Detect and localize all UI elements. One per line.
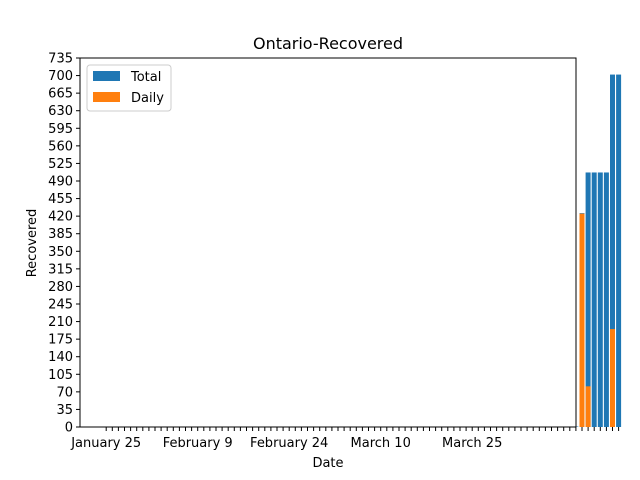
y-tick-label: 420 [48, 210, 73, 225]
legend-label-daily: Daily [131, 91, 164, 106]
daily-bar [585, 386, 591, 427]
x-axis-title: Date [312, 456, 343, 471]
x-tick-label: March 10 [351, 436, 411, 451]
y-tick-label: 560 [48, 139, 73, 154]
y-tick-label: 525 [48, 157, 73, 172]
legend: Total Daily [86, 64, 172, 112]
y-tick-label: 105 [48, 368, 73, 383]
y-tick-label: 385 [48, 227, 73, 242]
legend-label-total: Total [130, 70, 161, 85]
y-tick-label: 35 [56, 403, 73, 418]
daily-bar [610, 329, 615, 427]
y-tick-label: 490 [48, 175, 73, 190]
y-tick-label: 735 [48, 52, 73, 67]
total-bar [610, 74, 615, 427]
total-bar [591, 172, 597, 427]
plot-background [80, 58, 576, 427]
y-tick-label: 0 [65, 421, 73, 436]
y-tick-label: 630 [48, 104, 73, 119]
legend-swatch-total [93, 71, 120, 81]
daily-bar [579, 213, 585, 427]
x-axis: January 25 February 9 February 24 March 10 M… [70, 427, 620, 451]
x-tick-label: February 24 [250, 436, 328, 451]
y-tick-label: 175 [48, 333, 73, 348]
y-axis: 0 35 70 105 140 175 210 245 280 315 350 385 420 455 49… [48, 52, 80, 436]
y-tick-label: 350 [48, 245, 73, 260]
daily-bars [579, 213, 615, 427]
chart-title: Ontario-Recovered [253, 34, 403, 53]
y-tick-label: 595 [48, 122, 73, 137]
y-tick-label: 210 [48, 315, 73, 330]
y-tick-label: 280 [48, 280, 73, 295]
y-tick-label: 245 [48, 298, 73, 313]
total-bar [616, 74, 622, 427]
total-bar [603, 172, 609, 427]
total-bar [597, 172, 603, 427]
y-tick-label: 315 [48, 262, 73, 277]
x-tick-label: March 25 [442, 436, 502, 451]
y-axis-title: Recovered [25, 209, 40, 278]
y-tick-label: 70 [56, 385, 73, 400]
total-bar [585, 172, 591, 427]
plot-frame [79, 57, 577, 428]
y-tick-label: 140 [48, 350, 73, 365]
x-tick-label: February 9 [163, 436, 233, 451]
legend-swatch-daily [93, 92, 120, 102]
plot-area [79, 57, 622, 428]
y-tick-label: 455 [48, 192, 73, 207]
x-tick-label: January 25 [70, 436, 141, 451]
y-tick-label: 665 [48, 87, 73, 102]
y-tick-label: 700 [48, 69, 73, 84]
